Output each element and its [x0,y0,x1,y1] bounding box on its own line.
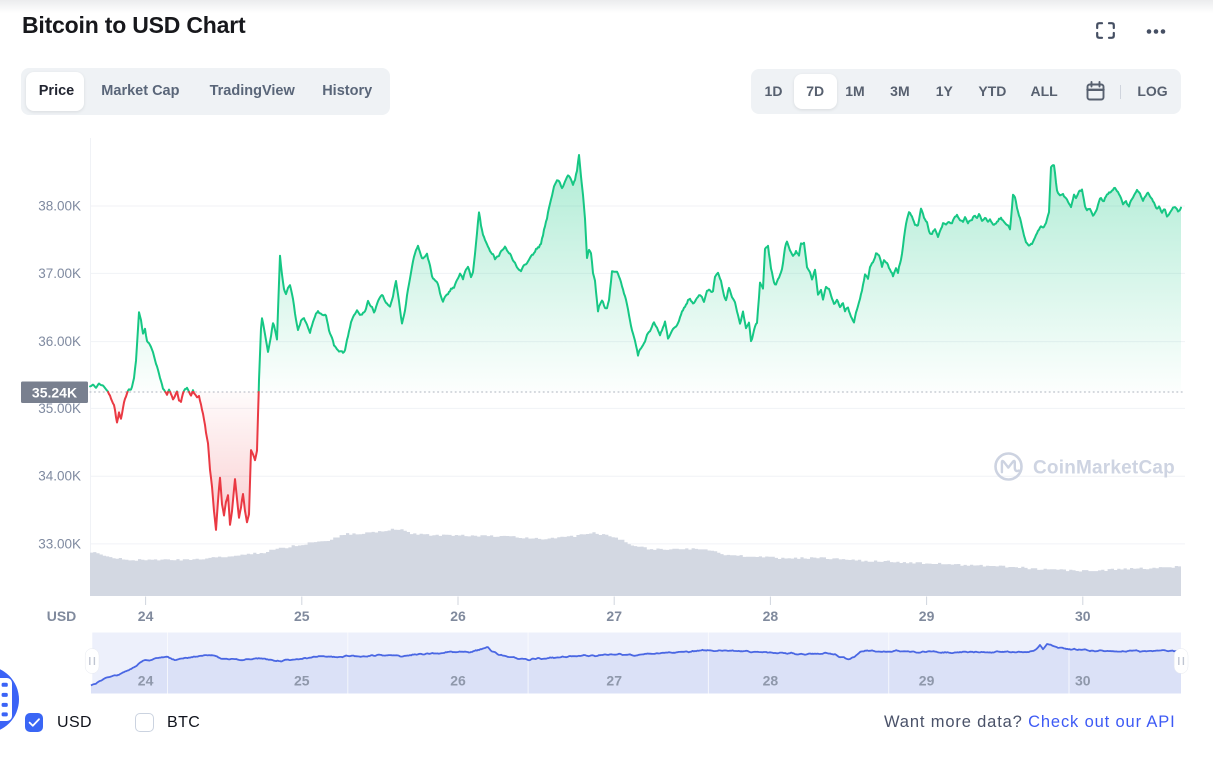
svg-text:33.00K: 33.00K [38,536,81,551]
svg-text:29: 29 [919,673,935,689]
svg-text:24: 24 [138,673,154,689]
svg-text:26: 26 [450,673,466,689]
svg-text:28: 28 [763,673,779,689]
svg-text:27: 27 [606,673,622,689]
svg-text:CoinMarketCap: CoinMarketCap [1033,458,1175,479]
svg-text:30: 30 [1075,608,1091,624]
svg-text:29: 29 [919,608,935,624]
svg-text:28: 28 [763,608,779,624]
svg-text:34.00K: 34.00K [38,469,81,484]
svg-text:27: 27 [606,608,622,624]
svg-text:24: 24 [138,608,154,624]
svg-text:37.00K: 37.00K [38,266,81,281]
svg-text:25: 25 [294,673,310,689]
svg-text:26: 26 [450,608,466,624]
svg-text:35.00K: 35.00K [38,401,81,416]
svg-text:USD: USD [47,608,77,624]
svg-text:38.00K: 38.00K [38,199,81,214]
svg-text:35.24K: 35.24K [32,385,77,401]
svg-text:36.00K: 36.00K [38,334,81,349]
svg-text:30: 30 [1075,673,1091,689]
svg-text:25: 25 [294,608,310,624]
